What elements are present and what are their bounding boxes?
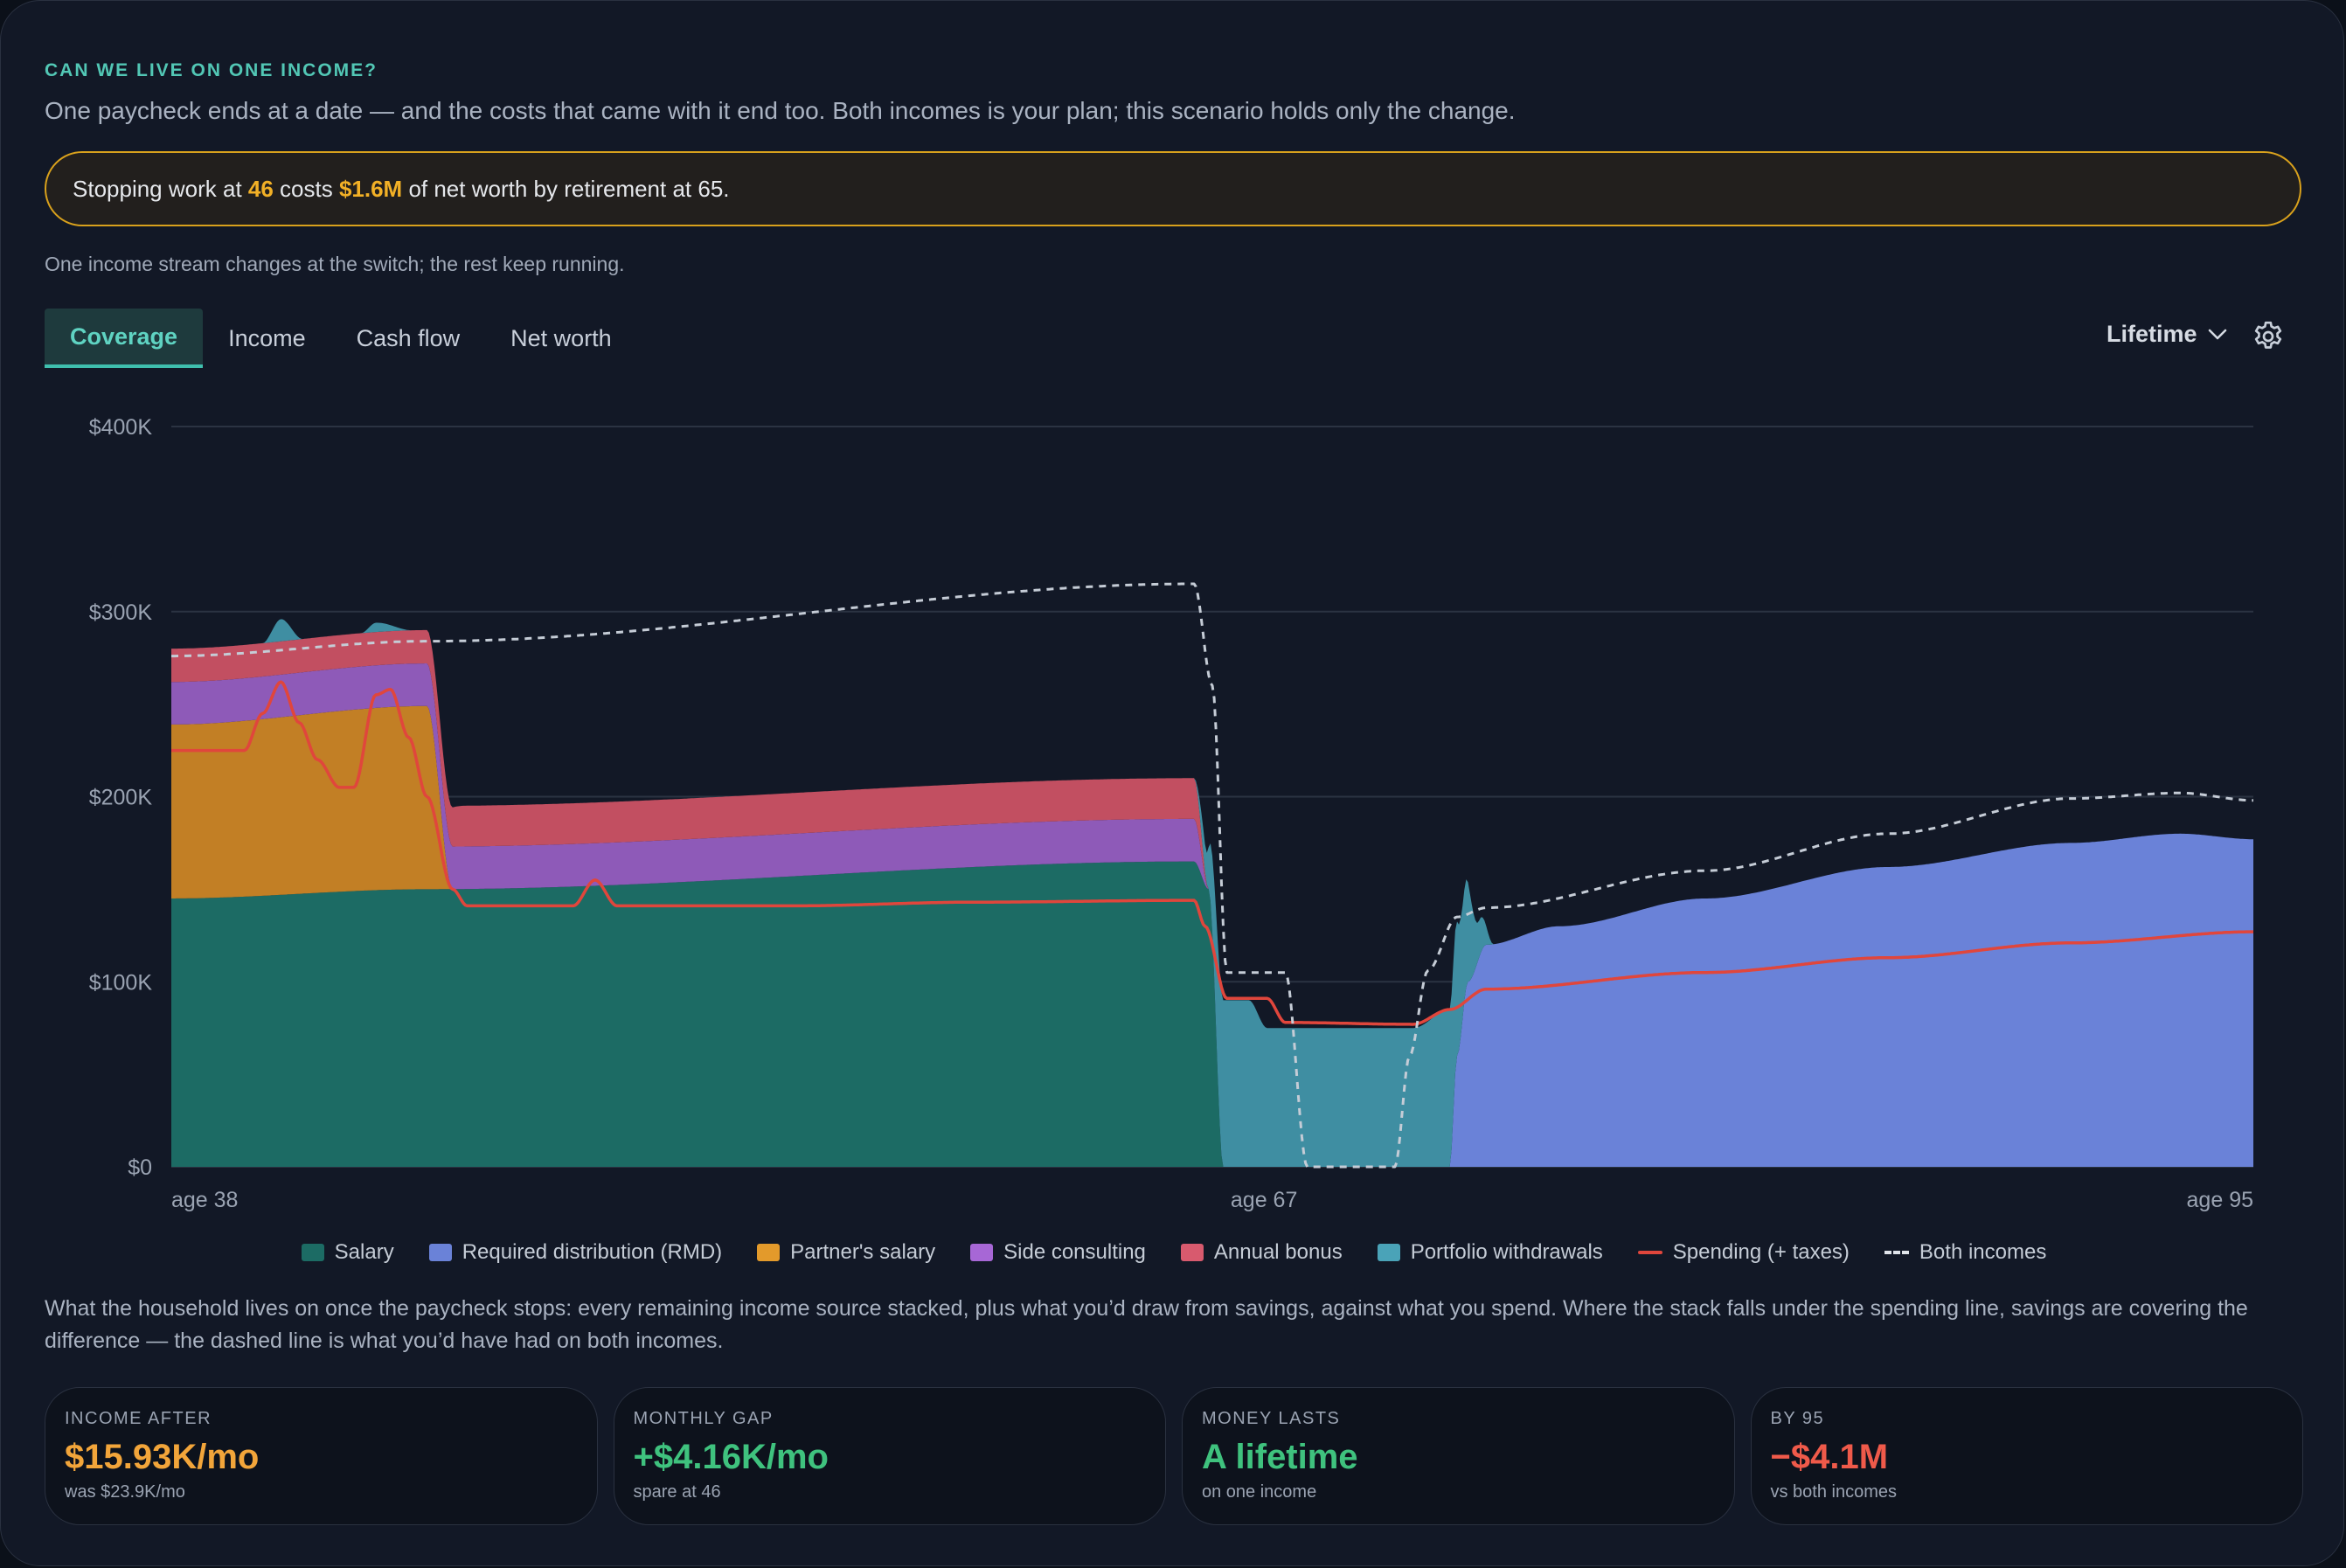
net-worth-cost: $1.6M [338, 175, 403, 202]
chart-legend: Salary Required distribution (RMD) Partn… [1, 1240, 2343, 1265]
time-range-label: Lifetime [2107, 321, 2197, 347]
legend-spending: Spending (+ taxes) [1637, 1240, 1850, 1265]
area-partner-salary [171, 705, 2253, 1167]
stat-money-lasts: MONEY LASTS A lifetime on one income [1182, 1387, 1735, 1525]
y-tick-label: $400K [89, 415, 153, 440]
y-tick-label: $200K [89, 786, 153, 810]
gear-icon[interactable] [2251, 319, 2286, 354]
stat-label: BY 95 [1770, 1409, 1825, 1428]
legend-label-salary: Salary [334, 1240, 394, 1264]
view-tabs: Coverage Income Cash flow Net worth [45, 309, 637, 368]
stat-income-after: INCOME AFTER $15.93K/mo was $23.9K/mo [45, 1387, 598, 1525]
legend-label-annual-bonus: Annual bonus [1213, 1240, 1343, 1264]
coverage-chart: $0 $100K $200K $300K $400K age 38 age 67 age 95 [89, 415, 2253, 1212]
stat-monthly-gap: MONTHLY GAP +$4.16K/mo spare at 46 [613, 1387, 1166, 1525]
tab-cash-flow[interactable]: Cash flow [356, 324, 461, 351]
stat-subtext: vs both incomes [1770, 1482, 1898, 1502]
chevron-down-icon [2208, 329, 2226, 339]
tab-net-worth[interactable]: Net worth [510, 324, 612, 351]
legend-salary: Salary [301, 1240, 394, 1265]
area-rmd [171, 833, 2253, 1167]
stat-value: A lifetime [1202, 1438, 1358, 1476]
time-range-select[interactable]: Lifetime [2107, 321, 2227, 348]
legend-swatch-rmd [428, 1244, 452, 1261]
tab-income[interactable]: Income [228, 324, 306, 351]
callout-suffix: of net worth by retirement at 65. [402, 175, 730, 202]
impact-callout: Stopping work at 46 costs $1.6M of net w… [45, 151, 2301, 226]
stat-label: MONTHLY GAP [633, 1409, 774, 1428]
legend-rmd: Required distribution (RMD) [428, 1240, 723, 1265]
legend-annual-bonus: Annual bonus [1180, 1240, 1343, 1265]
x-tick-label: age 38 [171, 1188, 238, 1212]
stop-age: 46 [247, 175, 274, 202]
y-tick-label: $300K [89, 600, 153, 625]
legend-label-side-consulting: Side consulting [1003, 1240, 1146, 1264]
tab-coverage[interactable]: Coverage [45, 309, 204, 368]
scenario-subtitle: One paycheck ends at a date — and the co… [45, 97, 1516, 124]
legend-partner-salary: Partner's salary [757, 1240, 935, 1265]
callout-mid: costs [273, 175, 339, 202]
y-tick-label: $0 [128, 1155, 152, 1180]
stat-by-95: BY 95 −$4.1M vs both incomes [1750, 1387, 2303, 1525]
summary-stats: INCOME AFTER $15.93K/mo was $23.9K/mo MO… [45, 1387, 2303, 1525]
legend-side-consulting: Side consulting [970, 1240, 1146, 1265]
legend-swatch-salary [301, 1244, 324, 1261]
x-tick-label: age 67 [1231, 1188, 1297, 1212]
area-salary [171, 861, 2253, 1167]
chart-description: What the household lives on once the pay… [45, 1296, 2248, 1353]
legend-swatch-spending [1637, 1251, 1662, 1254]
legend-swatch-annual-bonus [1180, 1244, 1204, 1261]
legend-label-rmd: Required distribution (RMD) [462, 1240, 723, 1264]
legend-swatch-side-consulting [970, 1244, 994, 1261]
stat-label: MONEY LASTS [1202, 1409, 1341, 1428]
chart-note: One income stream changes at the switch;… [45, 253, 625, 275]
legend-swatch-both-incomes [1884, 1251, 1909, 1254]
scenario-kicker: CAN WE LIVE ON ONE INCOME? [45, 60, 378, 80]
stat-subtext: spare at 46 [633, 1482, 721, 1502]
legend-both-incomes: Both incomes [1884, 1240, 2046, 1265]
line-both-incomes [171, 582, 2253, 1169]
stat-value: $15.93K/mo [65, 1438, 260, 1476]
stat-subtext: on one income [1202, 1482, 1317, 1502]
line-spending [171, 680, 2253, 1026]
y-tick-label: $100K [89, 970, 153, 995]
stat-subtext: was $23.9K/mo [65, 1482, 185, 1502]
legend-swatch-partner-salary [757, 1244, 781, 1261]
legend-label-partner-salary: Partner's salary [790, 1240, 936, 1264]
stat-label: INCOME AFTER [65, 1409, 212, 1428]
stat-value: +$4.16K/mo [633, 1438, 829, 1476]
callout-prefix: Stopping work at [73, 175, 248, 202]
legend-swatch-portfolio-withdrawals [1377, 1244, 1400, 1261]
legend-label-portfolio-withdrawals: Portfolio withdrawals [1410, 1240, 1603, 1264]
legend-portfolio-withdrawals: Portfolio withdrawals [1377, 1240, 1603, 1265]
legend-label-spending: Spending (+ taxes) [1672, 1240, 1850, 1264]
legend-label-both-incomes: Both incomes [1919, 1240, 2047, 1264]
stat-value: −$4.1M [1770, 1438, 1889, 1476]
area-portfolio-withdrawals [171, 619, 2253, 1167]
x-tick-label: age 95 [2187, 1188, 2253, 1212]
